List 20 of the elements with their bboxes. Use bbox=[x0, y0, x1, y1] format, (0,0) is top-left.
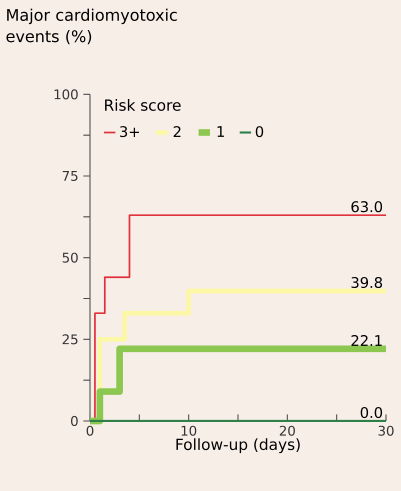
x-tick-label: 20 bbox=[280, 426, 295, 436]
y-tick-label: 0 bbox=[71, 416, 78, 426]
y-tick-label: 25 bbox=[62, 334, 78, 344]
legend-label: 3+ bbox=[120, 126, 139, 138]
legend-label: 2 bbox=[174, 126, 180, 137]
x-tick-label: 0 bbox=[86, 426, 94, 436]
legend-title: Risk score bbox=[105, 99, 181, 111]
y-tick-label: 100 bbox=[54, 89, 78, 100]
legend-label: 0 bbox=[256, 126, 264, 138]
x-tick-label: 30 bbox=[378, 426, 394, 436]
annotation: 63.0 bbox=[351, 201, 382, 212]
annotation: 39.8 bbox=[352, 276, 382, 288]
annotation: 22.1 bbox=[351, 334, 382, 346]
y-tick-label: 75 bbox=[62, 171, 78, 181]
x-axis-title: Follow-up (days) bbox=[176, 438, 300, 454]
legend-label: 1 bbox=[218, 126, 224, 137]
y-tick-label: 50 bbox=[62, 252, 78, 263]
x-tick-label: 10 bbox=[182, 426, 196, 436]
chart-title: Major cardiomyotoxic events (%) bbox=[6, 8, 177, 44]
annotation: 0.0 bbox=[360, 406, 382, 418]
